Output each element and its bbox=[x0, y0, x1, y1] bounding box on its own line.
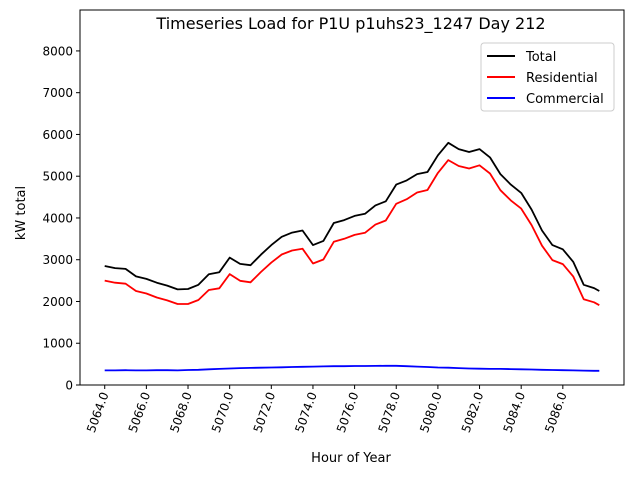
x-axis: 5064.0 5066.0 5068.0 5070.0 5072.0 5074.0 5076… bbox=[84, 385, 570, 434]
legend-box bbox=[480, 42, 615, 112]
x-tick-label: 5066.0 bbox=[126, 390, 154, 434]
y-tick-label: 0 bbox=[65, 379, 73, 393]
x-tick-label: 5074.0 bbox=[292, 390, 320, 434]
y-tick-label: 3000 bbox=[42, 253, 73, 267]
legend-label-commercial: Commercial bbox=[526, 92, 604, 107]
y-tick-label: 5000 bbox=[42, 170, 73, 184]
x-tick-label: 5084.0 bbox=[500, 390, 528, 434]
x-tick-label: 5068.0 bbox=[167, 390, 195, 434]
chart-title: Timeseries Load for P1U p1uhs23_1247 Day… bbox=[155, 14, 545, 34]
y-tick-label: 2000 bbox=[42, 295, 73, 309]
x-tick-label: 5078.0 bbox=[376, 390, 404, 434]
series-line-total bbox=[104, 141, 600, 292]
x-axis-label: Hour of Year bbox=[311, 451, 391, 466]
y-tick-label: 4000 bbox=[42, 211, 73, 225]
legend-label-total: Total bbox=[525, 50, 556, 65]
y-axis-label: kW total bbox=[14, 186, 29, 240]
y-tick-label: 8000 bbox=[42, 44, 73, 58]
y-tick-label: 7000 bbox=[42, 86, 73, 100]
y-tick-label: 1000 bbox=[42, 337, 73, 351]
x-tick-label: 5070.0 bbox=[209, 390, 237, 434]
x-tick-label: 5080.0 bbox=[417, 390, 445, 434]
y-axis: 0 1000 2000 3000 4000 5000 6000 7000 8000 bbox=[42, 44, 80, 393]
plot-frame bbox=[79, 9, 625, 386]
series-line-commercial bbox=[104, 364, 600, 372]
y-tick-label: 6000 bbox=[42, 128, 73, 142]
series-layer bbox=[104, 141, 600, 372]
x-tick-label: 5072.0 bbox=[251, 390, 279, 434]
x-tick-label: 5064.0 bbox=[84, 390, 112, 434]
x-tick-label: 5082.0 bbox=[459, 390, 487, 434]
legend: Total Residential Commercial bbox=[480, 42, 615, 112]
x-tick-label: 5086.0 bbox=[542, 390, 570, 434]
x-tick-label: 5076.0 bbox=[334, 390, 362, 434]
legend-label-residential: Residential bbox=[526, 71, 598, 86]
series-line-residential bbox=[104, 159, 600, 306]
